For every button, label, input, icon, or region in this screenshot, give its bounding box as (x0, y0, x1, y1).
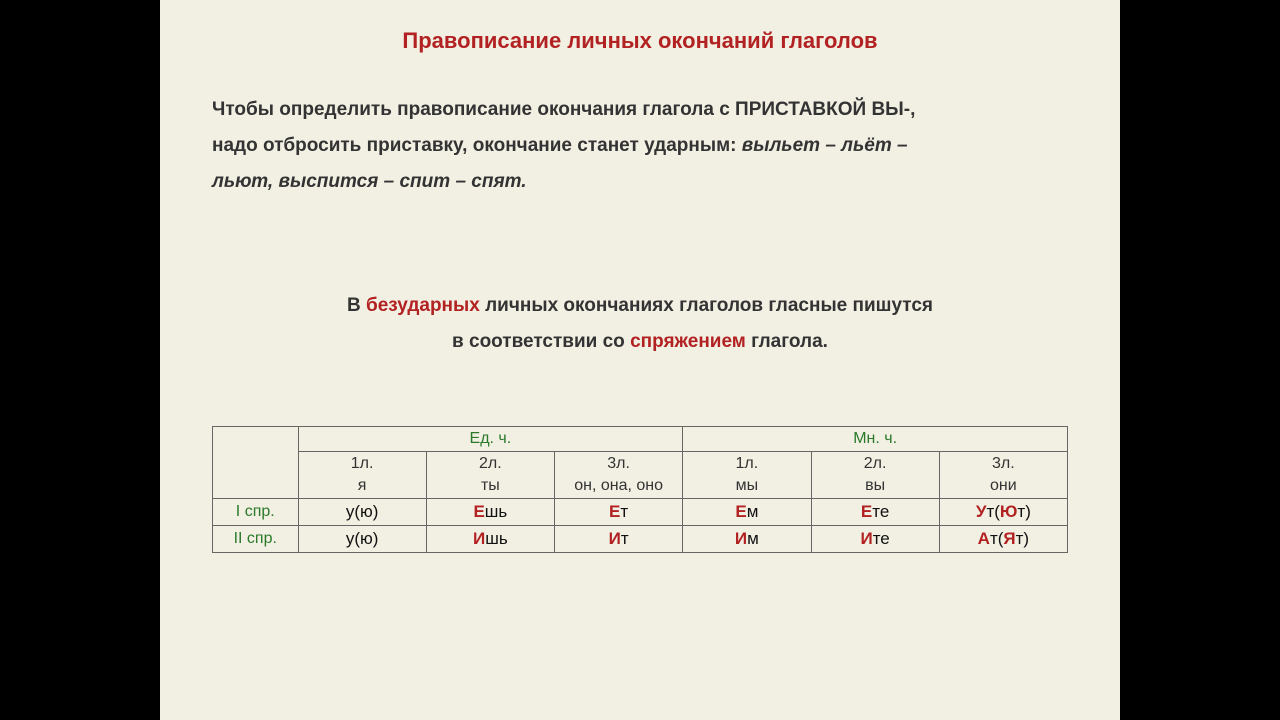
slide: Правописание личных окончаний глаголов Ч… (160, 0, 1120, 720)
c2-2pl: Ите (811, 525, 939, 552)
rule2-pre: В (347, 295, 366, 316)
rule1-italic2: льют, выспится – спит – спят. (212, 171, 527, 192)
rule-unstressed: В безударных личных окончаниях глаголов … (212, 288, 1068, 360)
c1-3sg: Ет (555, 498, 683, 525)
c1-1pl: Ем (683, 498, 811, 525)
rule2-red2: спряжением (630, 331, 746, 352)
c1-3pl: Ут(Ют) (939, 498, 1067, 525)
rule1-text1: Чтобы определить правописание окончания … (212, 99, 915, 120)
c2-1sg: у(ю) (298, 525, 426, 552)
c1-2pl: Ете (811, 498, 939, 525)
rule1-italic1: выльет – льёт – (742, 135, 908, 156)
rule2-l2b: глагола. (746, 331, 828, 352)
hdr-1pl: 1л.мы (683, 452, 811, 498)
c2-1pl: Им (683, 525, 811, 552)
rule2-mid: личных окончаниях глаголов гласные пишут… (480, 295, 933, 316)
rule1-text2: надо отбросить приставку, окончание стан… (212, 135, 742, 156)
page-title: Правописание личных окончаний глаголов (212, 28, 1068, 54)
hdr-3sg: 3л.он, она, оно (555, 452, 683, 498)
header-plural: Мн. ч. (683, 427, 1068, 452)
rule-prefix-vy: Чтобы определить правописание окончания … (212, 92, 1068, 200)
label-conj1: I спр. (213, 498, 299, 525)
table-header-persons: 1л.я 2л.ты 3л.он, она, оно 1л.мы 2л.вы 3… (213, 452, 1068, 498)
label-conj2: II спр. (213, 525, 299, 552)
table-header-groups: Ед. ч. Мн. ч. (213, 427, 1068, 452)
hdr-3pl: 3л.они (939, 452, 1067, 498)
rule2-l2a: в соответствии со (452, 331, 630, 352)
corner-cell (213, 427, 299, 498)
hdr-1sg: 1л.я (298, 452, 426, 498)
hdr-2pl: 2л.вы (811, 452, 939, 498)
c1-2sg: Ешь (426, 498, 554, 525)
c2-2sg: Ишь (426, 525, 554, 552)
c2-3pl: Ат(Ят) (939, 525, 1067, 552)
conjugation-table: Ед. ч. Мн. ч. 1л.я 2л.ты 3л.он, она, оно… (212, 426, 1068, 552)
table-row-conj1: I спр. у(ю) Ешь Ет Ем Ете Ут(Ют) (213, 498, 1068, 525)
header-singular: Ед. ч. (298, 427, 683, 452)
c1-1sg: у(ю) (298, 498, 426, 525)
table-row-conj2: II спр. у(ю) Ишь Ит Им Ите Ат(Ят) (213, 525, 1068, 552)
hdr-2sg: 2л.ты (426, 452, 554, 498)
c2-3sg: Ит (555, 525, 683, 552)
rule2-red1: безударных (366, 295, 480, 316)
